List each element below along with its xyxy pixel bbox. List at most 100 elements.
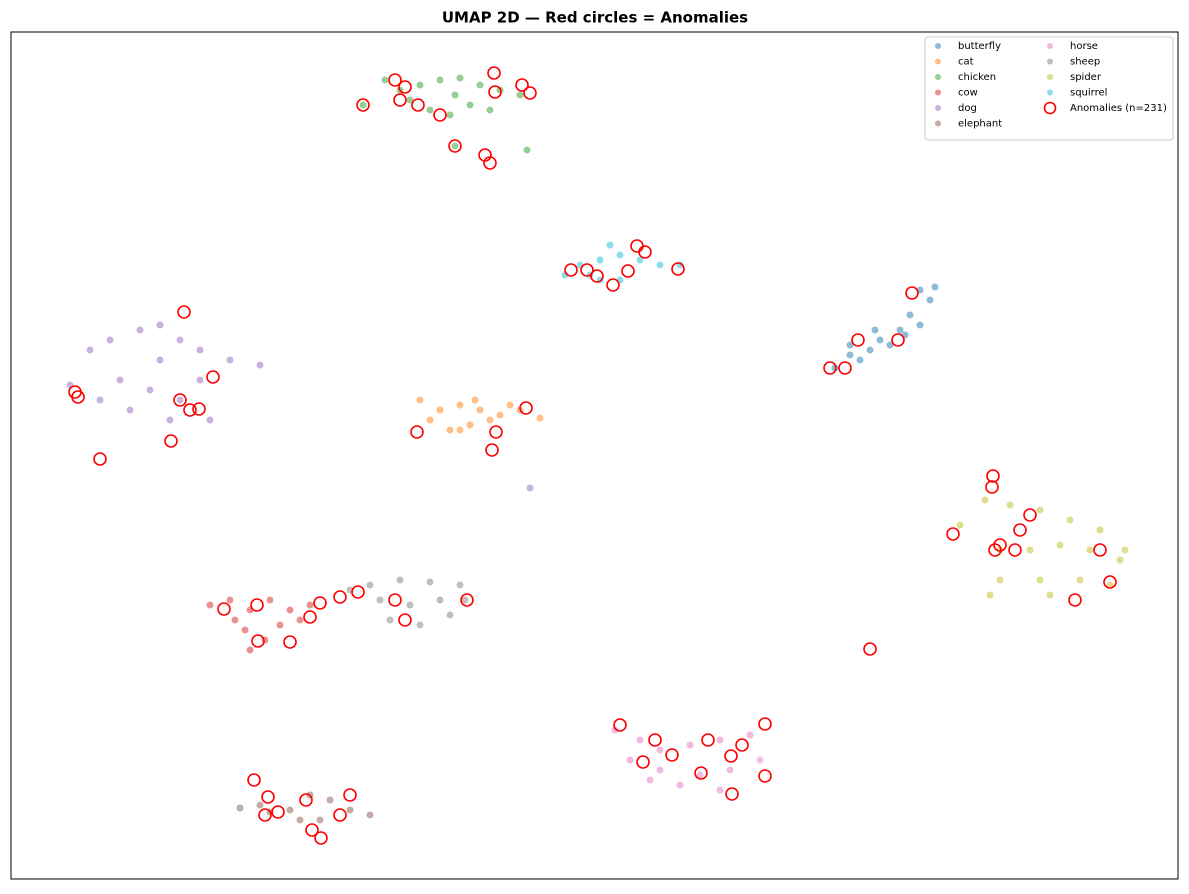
- point: [646, 776, 654, 784]
- point: [526, 484, 534, 492]
- legend-label: horse: [1070, 41, 1098, 52]
- point: [156, 356, 164, 364]
- anomaly-marker: [638, 245, 652, 259]
- legend-marker: [935, 89, 941, 96]
- anomaly-marker: [648, 733, 662, 747]
- point: [436, 406, 444, 414]
- point: [876, 336, 884, 344]
- anomaly-marker: [863, 642, 877, 656]
- point: [366, 811, 374, 819]
- anomaly-marker: [515, 78, 529, 92]
- anomaly-marker: [299, 793, 313, 807]
- legend-marker: [1047, 74, 1053, 80]
- anomaly-marker: [177, 305, 191, 319]
- point: [626, 756, 634, 764]
- point: [96, 396, 104, 404]
- point: [466, 101, 474, 109]
- point: [296, 816, 304, 824]
- anomaly-marker: [206, 370, 220, 384]
- legend-label: spider: [1070, 72, 1102, 83]
- point: [456, 426, 464, 434]
- anomaly-marker: [1093, 543, 1107, 557]
- point: [286, 606, 294, 614]
- point: [756, 756, 764, 764]
- point: [451, 142, 459, 150]
- legend-marker: [935, 120, 941, 127]
- legend-label: elephant: [958, 119, 1002, 130]
- anomaly-marker: [665, 748, 679, 762]
- point: [696, 771, 704, 779]
- anomaly-marker: [343, 788, 357, 802]
- anomaly-marker: [192, 402, 206, 416]
- anomaly-marker: [823, 361, 837, 375]
- anomaly-marker: [314, 831, 328, 845]
- point: [931, 283, 939, 291]
- legend-label: chicken: [958, 72, 996, 83]
- point: [446, 426, 454, 434]
- plot-frame: [10, 31, 1179, 880]
- anomaly-marker: [251, 634, 265, 648]
- point: [176, 396, 184, 404]
- point: [1096, 526, 1104, 534]
- point: [406, 601, 414, 609]
- anomaly-marker: [758, 769, 772, 783]
- anomaly-marker: [891, 333, 905, 347]
- point: [1116, 556, 1124, 564]
- anomaly-marker: [519, 401, 533, 415]
- point: [146, 386, 154, 394]
- anomaly-marker: [271, 805, 285, 819]
- anomaly-marker: [489, 425, 503, 439]
- point: [716, 736, 724, 744]
- point: [486, 416, 494, 424]
- point: [486, 106, 494, 114]
- point: [726, 766, 734, 774]
- legend-marker: [935, 58, 941, 65]
- anomaly-marker: [356, 98, 370, 112]
- point: [523, 146, 531, 154]
- anomaly-marker: [261, 790, 275, 804]
- point: [456, 74, 464, 82]
- anomaly-marker: [258, 808, 272, 822]
- anomaly-marker: [183, 403, 197, 417]
- anomaly-marker: [580, 263, 594, 277]
- point: [359, 101, 367, 109]
- point: [346, 806, 354, 814]
- anomaly-marker: [838, 361, 852, 375]
- anomaly-marker: [905, 286, 919, 300]
- point: [1121, 546, 1129, 554]
- anomaly-marker: [988, 543, 1002, 557]
- anomaly-marker: [351, 585, 365, 599]
- anomaly-marker: [388, 73, 402, 87]
- point: [1036, 506, 1044, 514]
- anomaly-marker: [487, 66, 501, 80]
- point: [516, 91, 524, 99]
- anomaly-marker: [173, 393, 187, 407]
- point: [241, 626, 249, 634]
- point: [471, 396, 479, 404]
- point: [386, 616, 394, 624]
- point: [416, 396, 424, 404]
- point: [1006, 501, 1014, 509]
- chart-title: UMAP 2D — Red circles = Anomalies: [442, 9, 748, 27]
- point: [871, 326, 879, 334]
- point: [106, 336, 114, 344]
- point: [1046, 591, 1054, 599]
- point: [196, 346, 204, 354]
- point: [426, 578, 434, 586]
- point: [746, 731, 754, 739]
- anomaly-marker: [433, 108, 447, 122]
- anomaly-marker: [1008, 543, 1022, 557]
- point: [956, 521, 964, 529]
- legend-label: sheep: [1070, 57, 1100, 68]
- point: [1076, 576, 1084, 584]
- anomaly-marker: [701, 733, 715, 747]
- point: [716, 786, 724, 794]
- point: [456, 401, 464, 409]
- point: [276, 621, 284, 629]
- point: [656, 766, 664, 774]
- anomaly-marker: [758, 717, 772, 731]
- anomaly-marker: [488, 85, 502, 99]
- point: [166, 416, 174, 424]
- legend-label: butterfly: [958, 41, 1001, 52]
